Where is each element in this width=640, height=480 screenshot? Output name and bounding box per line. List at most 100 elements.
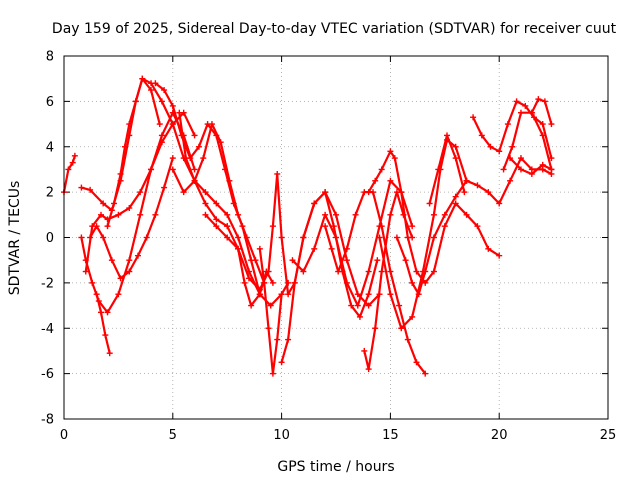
data-point [121, 143, 128, 150]
series-line [178, 111, 290, 307]
data-point [430, 234, 437, 241]
data-point [241, 279, 248, 286]
data-point [274, 336, 281, 343]
data-point [69, 159, 76, 166]
data-point [148, 166, 155, 173]
data-point [226, 177, 233, 184]
data-point [265, 325, 272, 332]
data-point [132, 98, 139, 105]
data-point [311, 245, 318, 252]
data-point [487, 143, 494, 150]
data-point [387, 177, 394, 184]
data-point [191, 177, 198, 184]
data-point [224, 223, 231, 230]
data-point [496, 252, 503, 259]
series-s5 [82, 109, 198, 275]
data-point [278, 234, 285, 241]
data-point [441, 211, 448, 218]
data-point [548, 121, 555, 128]
data-point [409, 223, 416, 230]
data-point [422, 268, 429, 275]
series-line [258, 247, 283, 375]
data-point [413, 268, 420, 275]
data-point [261, 279, 268, 286]
data-series [61, 75, 555, 377]
data-point [422, 279, 429, 286]
y-tick-label: 2 [46, 186, 54, 201]
data-point [274, 170, 281, 177]
data-point [413, 359, 420, 366]
series-s24 [507, 155, 555, 177]
data-point [202, 211, 209, 218]
y-tick-label: -4 [41, 322, 54, 337]
chart-title: Day 159 of 2025, Sidereal Day-to-day VTE… [52, 21, 617, 37]
data-point [256, 245, 263, 252]
data-point [278, 291, 285, 298]
data-point [500, 166, 507, 173]
series-s16 [322, 189, 429, 377]
data-point [474, 223, 481, 230]
data-point [269, 223, 276, 230]
series-s7 [93, 291, 113, 357]
data-point [248, 302, 255, 309]
data-point [365, 291, 372, 298]
data-point [285, 291, 292, 298]
data-point [452, 200, 459, 207]
data-point [452, 143, 459, 150]
series-line [84, 111, 196, 273]
data-point [269, 279, 276, 286]
data-point [539, 132, 546, 139]
data-point [507, 155, 514, 162]
data-point [528, 109, 535, 116]
series-s21 [426, 132, 468, 207]
data-point [461, 189, 468, 196]
data-point [333, 211, 339, 218]
data-point [191, 166, 198, 173]
data-point [402, 257, 409, 264]
data-point [78, 184, 85, 191]
data-point [470, 114, 477, 121]
series-s20 [393, 155, 555, 298]
data-point [139, 75, 146, 82]
data-point [507, 177, 514, 184]
data-point [376, 234, 383, 241]
data-point [430, 268, 437, 275]
data-point [89, 279, 96, 286]
data-point [398, 189, 405, 196]
data-point [267, 302, 274, 309]
data-point [152, 80, 159, 87]
data-point [404, 336, 411, 343]
data-point [354, 302, 361, 309]
data-point [517, 166, 524, 173]
data-point [117, 275, 124, 282]
data-point [104, 309, 111, 316]
data-point [496, 148, 503, 155]
data-point [111, 200, 118, 207]
y-tick-label: -6 [41, 367, 54, 382]
data-point [535, 96, 542, 103]
data-point [65, 166, 72, 173]
data-point [256, 286, 263, 293]
series-line [530, 97, 553, 126]
y-tick-label: 8 [46, 50, 54, 65]
data-point [235, 211, 242, 218]
data-point [169, 166, 176, 173]
data-point [430, 211, 437, 218]
data-point [398, 325, 405, 332]
data-point [343, 245, 350, 252]
data-point [509, 143, 516, 150]
series-s19 [376, 136, 470, 332]
x-axis-label: GPS time / hours [277, 459, 394, 475]
data-point [322, 189, 329, 196]
data-point [100, 200, 107, 207]
data-point [191, 132, 198, 139]
data-point [78, 234, 85, 241]
data-point [348, 302, 355, 309]
data-point [126, 257, 133, 264]
data-point [115, 291, 122, 298]
data-point [224, 211, 231, 218]
x-tick-label: 10 [273, 428, 290, 443]
series-line [80, 77, 161, 212]
data-point [213, 223, 220, 230]
